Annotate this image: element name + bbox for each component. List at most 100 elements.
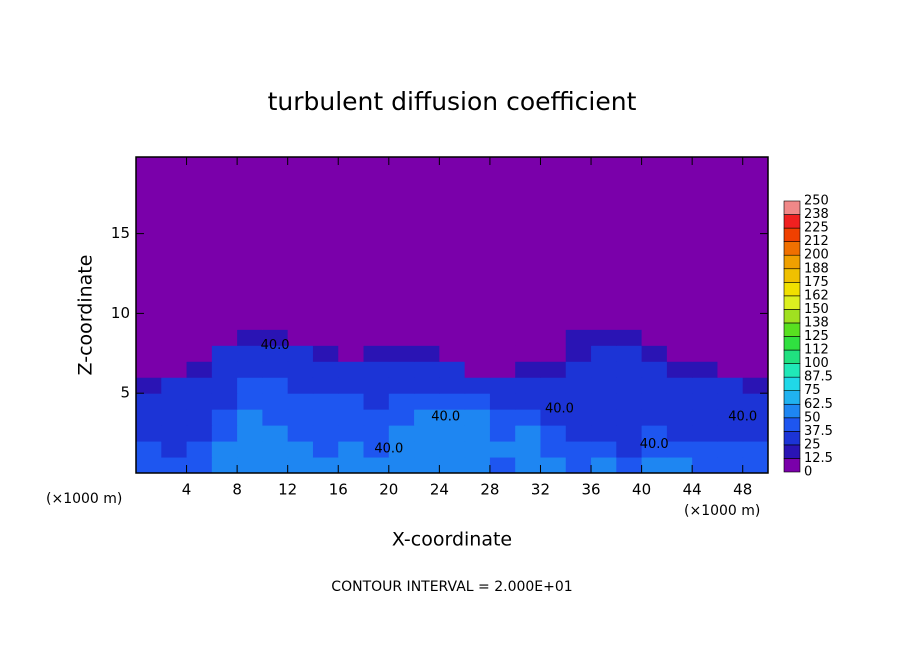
heat-cell: [262, 377, 289, 394]
heat-cell: [464, 441, 491, 458]
heat-cell: [616, 457, 643, 474]
heat-cell: [237, 425, 263, 442]
heat-cell: [237, 329, 263, 346]
colorbar-label: 37.5: [804, 424, 833, 439]
heat-cell: [161, 441, 188, 458]
heat-cell: [363, 441, 390, 458]
heat-cell: [262, 361, 289, 378]
heat-cell: [439, 377, 466, 394]
contour-label: 40.0: [431, 410, 460, 425]
heat-cell: [616, 361, 643, 378]
heat-cell: [388, 377, 415, 394]
heat-cell: [591, 377, 617, 394]
heat-cell: [136, 441, 162, 458]
heat-cell: [515, 157, 541, 314]
heat-cell: [186, 329, 213, 346]
heat-cell: [161, 393, 188, 410]
y-tick-label: 10: [111, 304, 130, 322]
heat-cell: [414, 457, 440, 474]
x-tick-label: 28: [480, 481, 499, 499]
heat-cell: [363, 425, 390, 442]
heat-cell: [515, 425, 541, 442]
heat-cell: [540, 393, 567, 410]
heat-cell: [186, 393, 213, 410]
heat-cell: [287, 361, 314, 378]
contour-label: 40.0: [374, 442, 403, 457]
heat-cell: [540, 345, 567, 362]
colorbar-swatch: [783, 403, 801, 419]
heat-cell: [616, 329, 643, 346]
heat-cell: [565, 393, 592, 410]
heat-cell: [287, 457, 314, 474]
heat-cell: [717, 361, 744, 378]
heat-cell: [641, 313, 668, 330]
heat-cell: [540, 361, 567, 378]
heat-cell: [161, 329, 188, 346]
heat-cell: [692, 441, 718, 458]
heat-cell: [641, 393, 668, 410]
contour-note: CONTOUR INTERVAL = 2.000E+01: [331, 579, 572, 595]
heat-cell: [489, 409, 516, 426]
heat-cell: [161, 377, 188, 394]
heat-cell: [591, 361, 617, 378]
heat-cell: [540, 441, 567, 458]
heat-cell: [338, 329, 365, 346]
colorbar-swatch: [783, 431, 801, 446]
heat-cell: [262, 393, 289, 410]
heat-cell: [666, 409, 693, 426]
heat-cell: [515, 329, 541, 346]
heat-cell: [161, 313, 188, 330]
heat-cell: [136, 345, 162, 362]
heat-cell: [666, 377, 693, 394]
heat-cell: [312, 313, 339, 330]
heat-cell: [237, 441, 263, 458]
heat-cell: [237, 457, 263, 474]
colorbar-label: 238: [804, 207, 829, 222]
heat-cell: [237, 157, 263, 314]
heat-cell: [211, 313, 238, 330]
colorbar-swatch: [783, 268, 801, 283]
heat-cell: [388, 409, 415, 426]
heat-cell: [211, 345, 238, 362]
heat-cell: [591, 457, 617, 474]
heat-cell: [211, 361, 238, 378]
contour-label: 40.0: [728, 410, 757, 425]
colorbar-swatch: [783, 458, 801, 473]
colorbar-swatch: [783, 417, 801, 432]
heat-cell: [388, 441, 415, 458]
heat-cell: [591, 157, 617, 314]
heat-cell: [565, 425, 592, 442]
heat-cell: [414, 157, 440, 314]
heat-cell: [312, 377, 339, 394]
heat-cell: [464, 329, 491, 346]
heat-cell: [161, 425, 188, 442]
heat-cell: [186, 441, 213, 458]
heat-cell: [742, 377, 769, 394]
colorbar-swatch: [783, 295, 801, 310]
heat-cell: [312, 409, 339, 426]
heat-cell: [312, 393, 339, 410]
colorbar-label: 100: [804, 356, 829, 371]
x-tick-label: 32: [531, 481, 550, 499]
colorbar-swatch: [783, 322, 801, 337]
heat-cell: [742, 329, 769, 346]
heat-cell: [540, 157, 567, 314]
heat-cell: [211, 409, 238, 426]
heat-cell: [692, 457, 718, 474]
heat-cell: [338, 345, 365, 362]
colorbar-label: 225: [804, 221, 829, 236]
heat-cell: [262, 409, 289, 426]
heat-cell: [641, 329, 668, 346]
contour-label: 40.0: [640, 437, 669, 452]
colorbar-swatch: [783, 363, 801, 378]
chart-title: turbulent diffusion coefficient: [268, 87, 637, 116]
heat-cell: [616, 393, 643, 410]
heat-cell: [338, 313, 365, 330]
heat-cell: [136, 329, 162, 346]
heat-cell: [338, 457, 365, 474]
heat-cell: [439, 457, 466, 474]
heat-cell: [489, 441, 516, 458]
heat-cell: [338, 441, 365, 458]
heat-cell: [237, 345, 263, 362]
heat-cell: [439, 345, 466, 362]
